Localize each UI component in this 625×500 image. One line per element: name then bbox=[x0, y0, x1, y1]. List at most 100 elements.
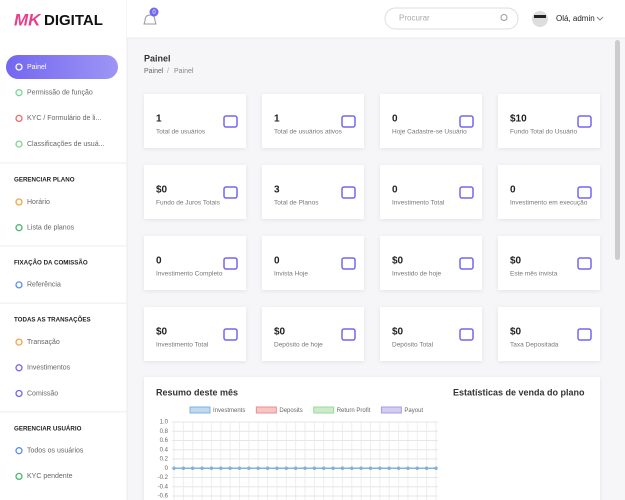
data-point bbox=[191, 466, 195, 470]
stat-label: Total de Planos bbox=[274, 200, 319, 207]
stat-label: Investimento Completo bbox=[156, 271, 223, 278]
avatar[interactable] bbox=[532, 11, 548, 27]
stat-card bbox=[144, 94, 246, 148]
y-tick-label: -0.6 bbox=[158, 494, 169, 500]
y-tick-label: 1.0 bbox=[160, 420, 169, 426]
bell-icon[interactable] bbox=[143, 14, 157, 25]
stat-icon bbox=[223, 115, 238, 128]
stat-label: Fundo Total do Usuário bbox=[510, 129, 577, 136]
stat-label: Hoje Cadastre-se Usuário bbox=[392, 129, 467, 136]
stat-icon bbox=[223, 328, 238, 341]
stat-value: $0 bbox=[510, 327, 522, 338]
data-point bbox=[425, 466, 429, 470]
stat-card bbox=[498, 307, 600, 361]
stat-icon bbox=[577, 257, 592, 270]
legend-label[interactable]: Return Profit bbox=[337, 408, 371, 414]
stat-card bbox=[498, 165, 600, 219]
stat-label: Investido de hoje bbox=[392, 271, 442, 278]
data-point bbox=[378, 466, 382, 470]
stat-card bbox=[262, 236, 364, 290]
page-title: Painel bbox=[144, 53, 171, 63]
data-point bbox=[359, 466, 363, 470]
scrollbar bbox=[615, 40, 620, 260]
nav-item[interactable]: Investimentos bbox=[27, 365, 71, 372]
stat-value: 0 bbox=[510, 185, 516, 196]
nav-active bbox=[6, 55, 118, 79]
stat-label: Total de usuários ativos bbox=[274, 129, 343, 136]
nav-icon bbox=[15, 338, 23, 346]
nav-item[interactable]: Comissão bbox=[27, 390, 58, 397]
nav-item[interactable]: Classificações de usuá... bbox=[27, 141, 104, 148]
legend-swatch bbox=[189, 406, 211, 414]
nav-item[interactable]: Painel bbox=[27, 64, 47, 71]
stat-icon bbox=[341, 257, 356, 270]
notification-count: 0 bbox=[152, 10, 156, 16]
brand-mark: MK bbox=[14, 10, 42, 29]
data-point bbox=[340, 466, 345, 470]
data-point bbox=[181, 466, 185, 470]
search-box[interactable] bbox=[384, 7, 519, 30]
stat-value: $0 bbox=[392, 327, 404, 338]
legend-label[interactable]: Payout bbox=[404, 408, 423, 414]
legend-swatch bbox=[313, 406, 335, 414]
nav-item[interactable]: Todos os usuários bbox=[27, 448, 84, 455]
nav-item[interactable]: Referência bbox=[27, 282, 61, 289]
stat-label: Invista Hoje bbox=[274, 271, 308, 278]
chart-card bbox=[144, 377, 600, 500]
data-point bbox=[312, 466, 316, 470]
stat-label: Investimento Total bbox=[392, 200, 445, 207]
nav-item[interactable]: Lista de planos bbox=[27, 225, 75, 232]
nav-item[interactable]: Permissão de função bbox=[27, 90, 93, 97]
stat-value: 0 bbox=[392, 114, 398, 125]
stat-value: $0 bbox=[274, 327, 286, 338]
section-title: GERENCIAR PLANO bbox=[14, 177, 75, 184]
topbar bbox=[127, 0, 625, 38]
user-name[interactable]: Olá, admin bbox=[556, 14, 595, 23]
nav-icon bbox=[15, 89, 23, 97]
stat-card bbox=[380, 236, 482, 290]
stat-label: Fundo de Juros Totais bbox=[156, 200, 221, 207]
stat-label: Investimento Total bbox=[156, 342, 209, 349]
data-point bbox=[368, 466, 373, 470]
data-point bbox=[434, 466, 438, 470]
data-point bbox=[415, 466, 419, 470]
data-point bbox=[209, 466, 214, 470]
stat-card bbox=[380, 307, 482, 361]
nav-item[interactable]: Transação bbox=[27, 339, 60, 346]
stat-card bbox=[262, 94, 364, 148]
stat-card bbox=[262, 165, 364, 219]
stat-card bbox=[144, 236, 246, 290]
section-title: GERENCIAR USUÁRIO bbox=[14, 425, 82, 432]
stat-icon bbox=[341, 115, 356, 128]
breadcrumb-item[interactable]: Painel bbox=[144, 68, 164, 75]
data-point bbox=[200, 466, 204, 470]
stat-icon bbox=[459, 328, 474, 341]
chart-title: Resumo deste mês bbox=[156, 387, 238, 397]
y-tick-label: -0.4 bbox=[158, 484, 169, 490]
nav-icon bbox=[15, 447, 23, 455]
stat-card bbox=[380, 165, 482, 219]
y-tick-label: 0 bbox=[165, 466, 169, 472]
nav-item[interactable]: KYC pendente bbox=[27, 473, 73, 480]
data-point bbox=[265, 466, 270, 470]
nav-icon bbox=[15, 224, 23, 232]
nav-icon bbox=[15, 114, 23, 123]
nav-item[interactable]: Horário bbox=[27, 199, 50, 206]
stat-value: 1 bbox=[274, 114, 280, 125]
stat-label: Depósito de hoje bbox=[274, 342, 323, 349]
y-tick-label: 0.8 bbox=[160, 429, 169, 435]
legend-swatch bbox=[255, 406, 277, 414]
legend-label[interactable]: Investments bbox=[213, 408, 245, 414]
stat-value: $0 bbox=[392, 256, 404, 267]
nav-icon bbox=[15, 63, 23, 71]
data-point bbox=[294, 466, 298, 470]
nav-item[interactable]: KYC / Formulário de li... bbox=[27, 115, 101, 122]
side-panel-title: Estatísticas de venda do plano bbox=[453, 387, 585, 397]
stat-value: 3 bbox=[274, 185, 280, 196]
stat-card bbox=[498, 236, 600, 290]
data-point bbox=[228, 466, 232, 470]
stat-icon bbox=[459, 115, 474, 128]
legend-label[interactable]: Deposits bbox=[279, 408, 302, 414]
stat-value: $0 bbox=[156, 327, 168, 338]
stat-icon bbox=[577, 328, 592, 341]
